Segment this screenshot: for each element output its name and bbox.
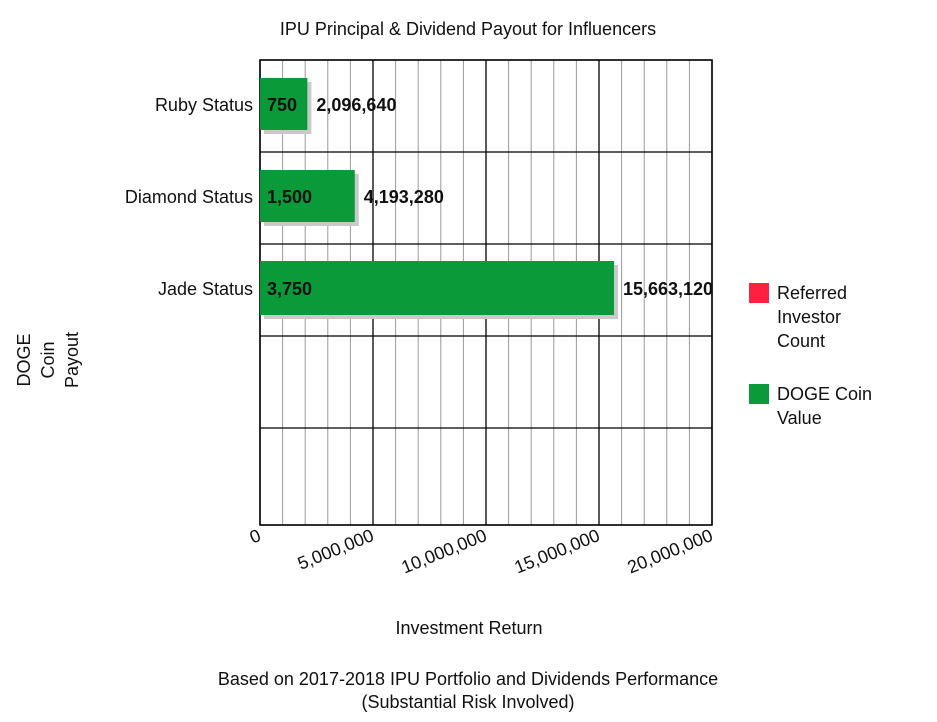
chart-footnote: (Substantial Risk Involved) (361, 692, 574, 712)
category-label: Diamond Status (125, 187, 253, 207)
bar-inner-label: 750 (267, 95, 297, 115)
bar-value-label: 2,096,640 (316, 95, 396, 115)
bar-inner-label: 1,500 (267, 187, 312, 207)
x-tick-label: 5,000,000 (295, 525, 377, 574)
y-axis-label-line: Coin (38, 341, 58, 378)
legend-label-line: Count (777, 331, 825, 351)
legend-label-line: DOGE Coin (777, 384, 872, 404)
category-label: Ruby Status (155, 95, 253, 115)
category-label: Jade Status (158, 279, 253, 299)
legend-label-line: Investor (777, 307, 841, 327)
bar-value-label: 4,193,280 (364, 187, 444, 207)
bar-value-label: 15,663,120 (623, 279, 713, 299)
y-axis-label-line: DOGE (14, 333, 34, 386)
x-tick-label: 20,000,000 (624, 525, 715, 577)
bar-inner-label: 3,750 (267, 279, 312, 299)
chart-title: IPU Principal & Dividend Payout for Infl… (280, 19, 656, 39)
legend-swatch (749, 384, 769, 404)
legend-label-line: Value (777, 408, 822, 428)
bars (260, 78, 618, 319)
x-tick-label: 15,000,000 (511, 525, 602, 577)
bar-diamond-status (260, 170, 355, 222)
labels: 750 2,096,640 Ruby Status 1,500 4,193,280 Dia… (14, 19, 872, 712)
legend-swatch (749, 283, 769, 303)
chart-footnote: Based on 2017-2018 IPU Portfolio and Div… (218, 669, 718, 689)
x-tick-label: 10,000,000 (398, 525, 489, 577)
bar-jade-status (260, 261, 614, 315)
x-tick-label: 0 (247, 525, 264, 547)
legend-label-line: Referred (777, 283, 847, 303)
x-axis-label: Investment Return (395, 618, 542, 638)
bar-ruby-status (260, 78, 308, 130)
y-axis-label: DOGE Coin Payout (14, 332, 82, 388)
y-axis-label-line: Payout (62, 332, 82, 388)
legend-label: DOGE Coin Value (777, 384, 872, 428)
legend-label: Referred Investor Count (777, 283, 847, 351)
